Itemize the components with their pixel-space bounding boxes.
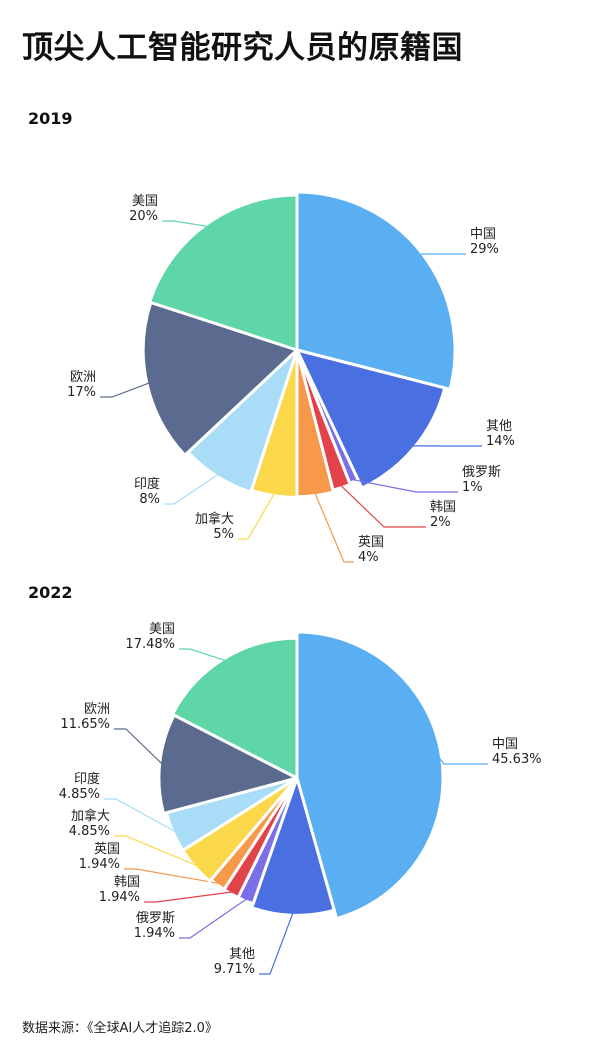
slice-label-2019-2: 俄罗斯 <box>462 465 501 480</box>
slice-label-2022-6: 印度 <box>74 771 100 787</box>
slice-label-2022-4: 英国 <box>94 842 120 857</box>
pie-slice-2022-1 <box>250 776 336 917</box>
chart-2022-title: 2022 <box>28 583 73 602</box>
pie-slice-2019-8 <box>148 193 299 352</box>
pie-slice-2019-0 <box>295 190 457 391</box>
slice-label-2019-0: 中国 <box>470 227 496 242</box>
leader-line-2022-5 <box>114 835 197 867</box>
leader-line-2022-7 <box>114 728 163 765</box>
slice-value-2022-0: 45.63% <box>492 752 542 767</box>
slice-label-2019-4: 英国 <box>358 535 384 550</box>
slice-value-2019-7: 17% <box>67 385 96 400</box>
leader-line-2022-3 <box>144 891 232 903</box>
slice-value-2022-7: 11.65% <box>60 717 110 732</box>
slice-value-2019-3: 2% <box>430 515 451 530</box>
slice-label-2022-3: 韩国 <box>114 875 140 890</box>
page-title: 顶尖人工智能研究人员的原籍国 <box>22 30 463 66</box>
slice-value-2019-1: 14% <box>486 434 515 449</box>
slice-label-2022-1: 其他 <box>229 947 255 962</box>
leader-line-2022-2 <box>179 898 247 939</box>
slice-label-2019-8: 美国 <box>132 194 158 209</box>
leader-line-2019-8 <box>162 220 208 227</box>
pie-slice-2022-0 <box>295 630 445 921</box>
data-source-note: 数据来源：《全球AI人才追踪2.0》 <box>22 1021 218 1036</box>
slice-label-2019-5: 加拿大 <box>195 511 234 527</box>
slice-value-2019-2: 1% <box>462 480 483 495</box>
slice-value-2019-5: 5% <box>213 527 234 542</box>
leader-line-2022-0 <box>439 757 488 765</box>
slice-value-2022-4: 1.94% <box>79 857 120 872</box>
slice-value-2022-5: 4.85% <box>69 824 110 839</box>
slice-label-2022-7: 欧洲 <box>84 702 110 717</box>
leader-line-2019-3 <box>340 485 426 528</box>
slice-label-2019-6: 印度 <box>134 476 160 492</box>
slice-value-2019-4: 4% <box>358 550 379 565</box>
slice-label-2019-1: 其他 <box>486 419 512 434</box>
leader-line-2019-6 <box>164 474 219 505</box>
leader-line-2019-2 <box>352 479 458 493</box>
slice-label-2019-7: 欧洲 <box>70 370 96 385</box>
slice-label-2022-8: 美国 <box>149 622 175 637</box>
slice-label-2022-0: 中国 <box>492 737 518 752</box>
slice-value-2022-1: 9.71% <box>214 962 255 977</box>
leader-line-2022-6 <box>104 798 176 832</box>
leader-line-2022-8 <box>179 648 226 661</box>
slice-value-2022-3: 1.94% <box>99 890 140 905</box>
chart-2019-title: 2019 <box>28 109 73 128</box>
pie-slice-2022-7 <box>157 713 299 815</box>
slice-label-2019-3: 韩国 <box>430 500 456 515</box>
slice-label-2022-5: 加拿大 <box>71 808 110 824</box>
slice-value-2019-0: 29% <box>470 242 499 257</box>
slice-value-2019-6: 8% <box>139 492 160 507</box>
leader-line-2022-1 <box>259 913 294 975</box>
slice-value-2022-8: 17.48% <box>125 637 175 652</box>
leader-line-2019-7 <box>100 382 150 398</box>
leader-line-2022-4 <box>124 868 219 884</box>
slice-value-2022-6: 4.85% <box>59 787 100 802</box>
slice-label-2022-2: 俄罗斯 <box>136 911 175 926</box>
slice-value-2022-2: 1.94% <box>134 926 175 941</box>
leader-line-2019-4 <box>314 493 354 563</box>
slice-value-2019-8: 20% <box>129 209 158 224</box>
pie-slice-2022-8 <box>170 636 299 780</box>
leader-line-2019-5 <box>238 493 275 540</box>
